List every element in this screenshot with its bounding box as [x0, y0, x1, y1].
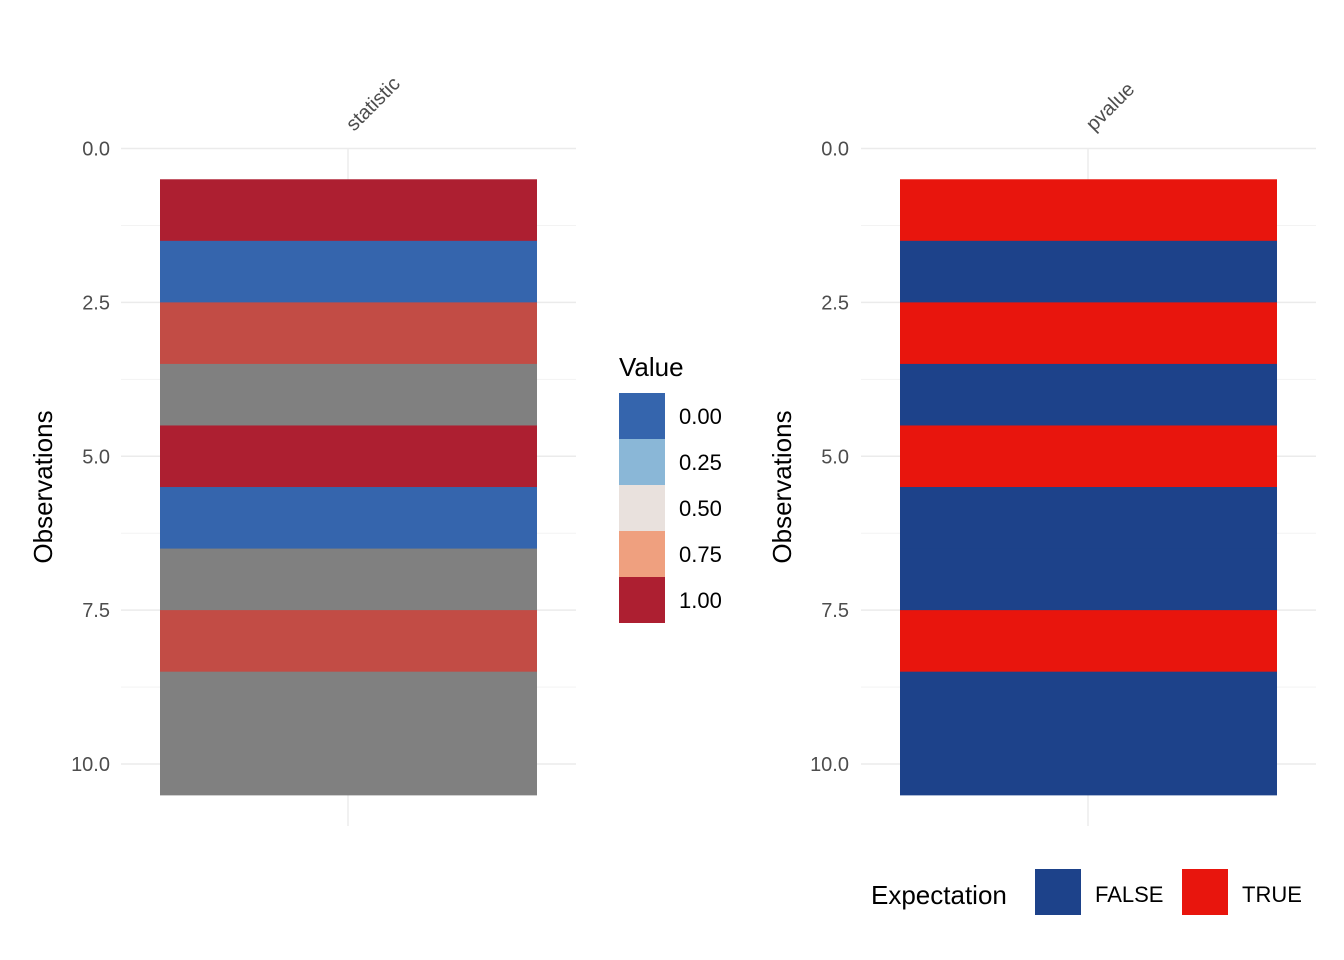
y-tick-label: 7.5 [821, 600, 849, 622]
y-tick-label: 10.0 [71, 754, 110, 776]
legend-label: 0.50 [679, 496, 722, 521]
y-tick-label: 10.0 [810, 754, 849, 776]
y-tick-label: 0.0 [82, 139, 110, 161]
y-axis-title: Observations [767, 410, 797, 563]
legend-label: 0.25 [679, 450, 722, 475]
tile-row-10 [900, 733, 1277, 796]
tile-row-8 [900, 610, 1277, 673]
legend-key [619, 531, 665, 577]
legend-key [619, 485, 665, 531]
tile-row-5 [160, 425, 537, 488]
tile-row-8 [160, 610, 537, 673]
tile-row-9 [160, 671, 537, 734]
y-tick-label: 2.5 [82, 292, 110, 314]
pvalue-panel: 0.0 2.5 5.0 7.5 10.0 pvalue Observations [767, 78, 1316, 826]
column-label: statistic [342, 73, 405, 136]
tile-row-10 [160, 733, 537, 796]
tile-row-3 [900, 302, 1277, 365]
tile-row-1 [160, 179, 537, 242]
tile-row-2 [900, 240, 1277, 303]
legend-title: Value [619, 352, 684, 382]
y-tick-label: 5.0 [82, 446, 110, 468]
legend-key [619, 439, 665, 485]
tile-row-4 [900, 363, 1277, 427]
tile-row-9 [900, 671, 1277, 734]
tile-row-7 [900, 548, 1277, 611]
legend-label: 0.75 [679, 542, 722, 567]
tile-row-1 [900, 179, 1277, 242]
tile-row-7 [160, 548, 537, 611]
y-tick-label: 7.5 [82, 600, 110, 622]
legend-key [619, 577, 665, 623]
y-tick-label: 0.0 [821, 139, 849, 161]
legend-key [619, 393, 665, 439]
statistic-panel: 0.0 2.5 5.0 7.5 10.0 statistic Observations [28, 73, 576, 826]
tile-row-3 [160, 302, 537, 365]
tile-row-6 [160, 487, 537, 550]
value-legend: Value 0.00 0.25 0.50 0.75 1.00 [619, 352, 722, 623]
legend-label: 0.00 [679, 404, 722, 429]
expectation-legend: Expectation FALSE TRUE [871, 869, 1302, 915]
y-tick-label: 5.0 [821, 446, 849, 468]
column-label: pvalue [1082, 78, 1139, 135]
legend-label: 1.00 [679, 588, 722, 613]
tile-row-2 [160, 240, 537, 303]
tile-row-5 [900, 425, 1277, 488]
legend-key [1035, 869, 1081, 915]
y-axis-title: Observations [28, 410, 58, 563]
legend-key [1182, 869, 1228, 915]
legend-label: TRUE [1242, 882, 1302, 907]
y-tick-label: 2.5 [821, 292, 849, 314]
tile-row-4 [160, 363, 537, 427]
legend-title: Expectation [871, 880, 1007, 910]
legend-label: FALSE [1095, 882, 1163, 907]
tile-row-6 [900, 487, 1277, 550]
